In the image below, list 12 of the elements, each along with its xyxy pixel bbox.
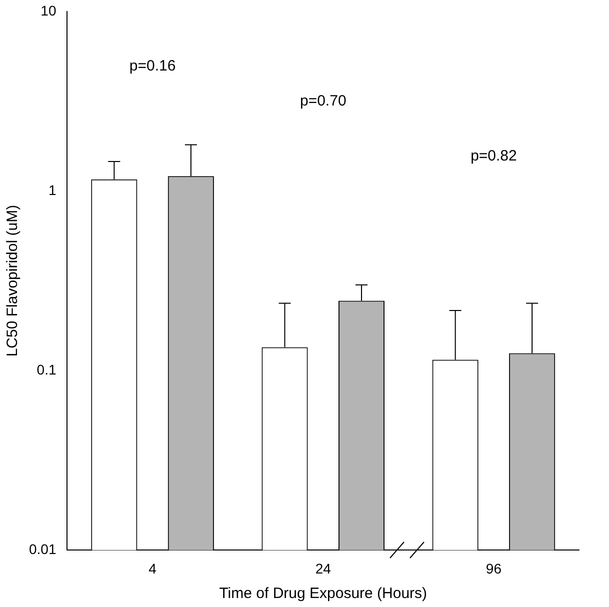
annotation: p=0.16 [129, 58, 176, 75]
annotation: p=0.70 [300, 92, 346, 110]
y-tick-label: 10 [40, 2, 56, 18]
y-tick-label: 0.1 [36, 361, 56, 378]
x-tick-label: 4 [148, 560, 157, 576]
x-tick-label: 24 [315, 560, 332, 576]
y-tick-label: 1 [48, 182, 56, 198]
x-tick-label: 96 [486, 560, 502, 576]
y-axis-title: LC50 Flavopiridol (uM) [4, 204, 22, 357]
annotation: p=0.82 [470, 148, 517, 165]
y-tick-label: 0.01 [29, 541, 56, 558]
x-axis-title: Time of Drug Exposure (Hours) [219, 585, 428, 602]
